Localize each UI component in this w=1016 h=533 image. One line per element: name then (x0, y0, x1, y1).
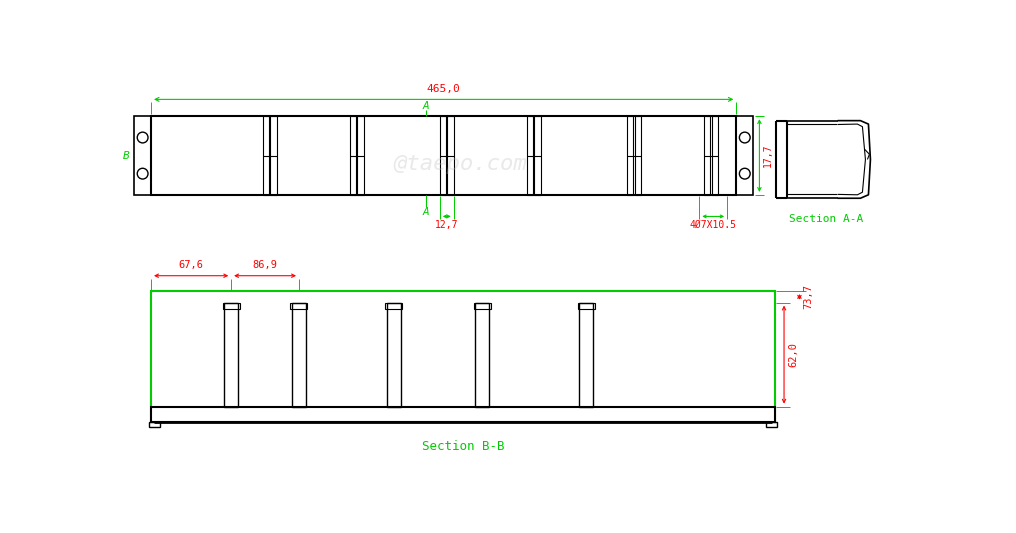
Text: 67,6: 67,6 (179, 260, 203, 270)
Bar (223, 303, 240, 309)
Text: 12,7: 12,7 (435, 220, 458, 230)
Bar (711, 116, 718, 195)
Bar (134, 116, 151, 195)
Bar (447, 116, 454, 195)
Bar (534, 116, 541, 195)
Bar (151, 407, 775, 422)
Text: 17,7: 17,7 (763, 144, 773, 167)
Text: Section B-B: Section B-B (422, 440, 504, 453)
Bar (627, 116, 633, 195)
Text: 86,9: 86,9 (253, 260, 277, 270)
Bar (148, 422, 160, 427)
Text: A: A (423, 101, 430, 110)
Bar (704, 116, 710, 195)
Bar (475, 303, 489, 407)
Bar (473, 303, 491, 309)
Text: A: A (423, 207, 430, 217)
Bar (270, 116, 276, 195)
Bar (350, 116, 356, 195)
Text: 73,7: 73,7 (804, 285, 813, 309)
Text: 62,0: 62,0 (787, 342, 798, 367)
Bar (291, 303, 308, 309)
Bar (151, 291, 775, 422)
Bar (387, 303, 400, 407)
Bar (358, 116, 364, 195)
Text: @taepo.com: @taepo.com (394, 154, 527, 174)
Bar (263, 116, 269, 195)
Text: Section A-A: Section A-A (789, 214, 864, 224)
Bar (440, 116, 446, 195)
Text: 4Ø7X10.5: 4Ø7X10.5 (690, 220, 737, 230)
Bar (151, 116, 737, 195)
Bar (578, 303, 594, 309)
Bar (527, 116, 533, 195)
Text: B: B (123, 151, 130, 160)
Bar (635, 116, 641, 195)
Bar (292, 303, 306, 407)
Bar (579, 303, 593, 407)
Bar (737, 116, 753, 195)
Bar (225, 303, 238, 407)
Bar (766, 422, 777, 427)
Text: 465,0: 465,0 (427, 84, 460, 94)
Bar (385, 303, 402, 309)
